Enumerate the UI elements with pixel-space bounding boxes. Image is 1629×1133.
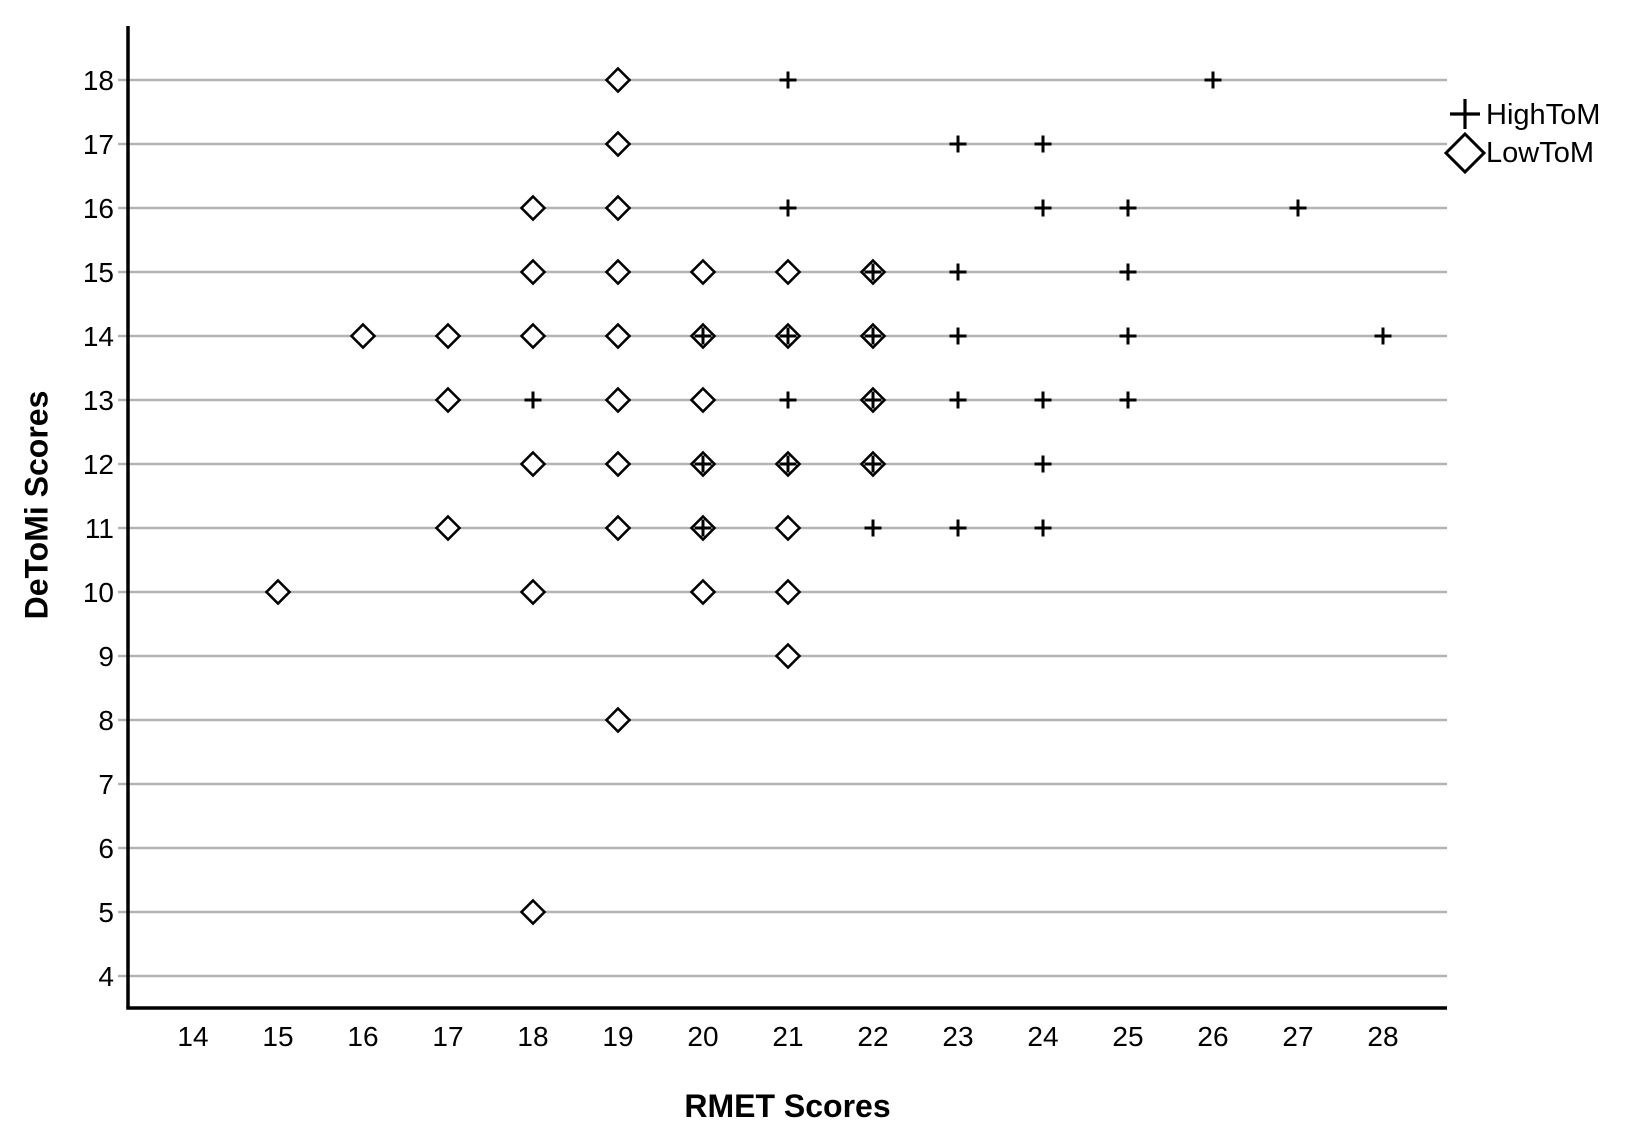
point-hightom-21-18 [779,71,797,89]
point-hightom-22-11 [864,519,882,537]
point-lowtom-21-11 [774,514,802,542]
x-tick-label-21: 21 [772,1021,803,1052]
x-tick-label-22: 22 [857,1021,888,1052]
x-tick-label-27: 27 [1282,1021,1313,1052]
point-lowtom-18-12 [519,450,547,478]
point-lowtom-20-10 [689,578,717,606]
x-tick-label-15: 15 [262,1021,293,1052]
legend-label-lowtom: LowToM [1486,137,1594,169]
point-lowtom-21-10 [774,578,802,606]
legend-plus-icon [1450,99,1480,129]
point-lowtom-19-13 [604,386,632,414]
x-tick-label-14: 14 [177,1021,208,1052]
point-hightom-21-16 [779,199,797,217]
point-lowtom-17-11 [434,514,462,542]
point-hightom-25-16 [1119,199,1137,217]
point-lowtom-15-10 [264,578,292,606]
x-tick-label-26: 26 [1197,1021,1228,1052]
point-hightom-20-14 [694,327,712,345]
x-tick-label-25: 25 [1112,1021,1143,1052]
point-hightom-23-15 [949,263,967,281]
point-hightom-22-12 [864,455,882,473]
point-hightom-21-12 [779,455,797,473]
point-lowtom-20-15 [689,258,717,286]
point-hightom-24-16 [1034,199,1052,217]
point-hightom-24-17 [1034,135,1052,153]
legend-label-hightom: HighToM [1486,99,1601,131]
point-hightom-21-14 [779,327,797,345]
x-tick-label-23: 23 [942,1021,973,1052]
point-hightom-24-13 [1034,391,1052,409]
point-lowtom-18-5 [519,898,547,926]
legend-diamond-icon [1443,131,1487,175]
point-hightom-22-14 [864,327,882,345]
point-lowtom-21-9 [774,642,802,670]
point-hightom-22-13 [864,391,882,409]
point-hightom-23-17 [949,135,967,153]
point-hightom-26-18 [1204,71,1222,89]
point-hightom-18-13 [524,391,542,409]
x-tick-label-17: 17 [432,1021,463,1052]
y-tick-label-9: 9 [98,641,114,672]
point-lowtom-17-13 [434,386,462,414]
point-lowtom-16-14 [349,322,377,350]
y-tick-label-15: 15 [83,257,114,288]
point-hightom-25-15 [1119,263,1137,281]
point-hightom-28-14 [1374,327,1392,345]
point-lowtom-19-18 [604,66,632,94]
point-hightom-24-11 [1034,519,1052,537]
point-hightom-21-13 [779,391,797,409]
point-lowtom-18-15 [519,258,547,286]
point-hightom-20-11 [694,519,712,537]
x-tick-label-20: 20 [687,1021,718,1052]
point-hightom-23-14 [949,327,967,345]
y-tick-label-8: 8 [98,705,114,736]
point-lowtom-18-16 [519,194,547,222]
x-axis-title: RMET Scores [684,1088,891,1124]
point-lowtom-19-14 [604,322,632,350]
y-tick-label-16: 16 [83,193,114,224]
point-lowtom-19-17 [604,130,632,158]
point-lowtom-18-14 [519,322,547,350]
x-tick-label-18: 18 [517,1021,548,1052]
y-tick-label-4: 4 [98,961,114,992]
x-tick-label-19: 19 [602,1021,633,1052]
x-tick-label-24: 24 [1027,1021,1058,1052]
point-lowtom-19-16 [604,194,632,222]
y-tick-label-10: 10 [83,577,114,608]
y-tick-label-18: 18 [83,65,114,96]
point-hightom-20-12 [694,455,712,473]
y-tick-label-6: 6 [98,833,114,864]
point-hightom-25-13 [1119,391,1137,409]
point-hightom-23-11 [949,519,967,537]
x-tick-label-16: 16 [347,1021,378,1052]
x-tick-label-28: 28 [1367,1021,1398,1052]
point-lowtom-20-13 [689,386,717,414]
y-axis-title: DeToMi Scores [18,390,55,620]
y-tick-label-12: 12 [83,449,114,480]
y-tick-label-17: 17 [83,129,114,160]
point-lowtom-19-8 [604,706,632,734]
point-lowtom-19-12 [604,450,632,478]
point-hightom-27-16 [1289,199,1307,217]
point-lowtom-19-11 [604,514,632,542]
y-tick-label-7: 7 [98,769,114,800]
point-lowtom-18-10 [519,578,547,606]
point-hightom-23-13 [949,391,967,409]
point-lowtom-17-14 [434,322,462,350]
y-tick-label-5: 5 [98,897,114,928]
point-lowtom-21-15 [774,258,802,286]
point-hightom-25-14 [1119,327,1137,345]
point-hightom-24-12 [1034,455,1052,473]
y-tick-label-13: 13 [83,385,114,416]
point-hightom-22-15 [864,263,882,281]
point-lowtom-19-15 [604,258,632,286]
y-tick-label-14: 14 [83,321,114,352]
y-tick-label-11: 11 [85,513,114,544]
